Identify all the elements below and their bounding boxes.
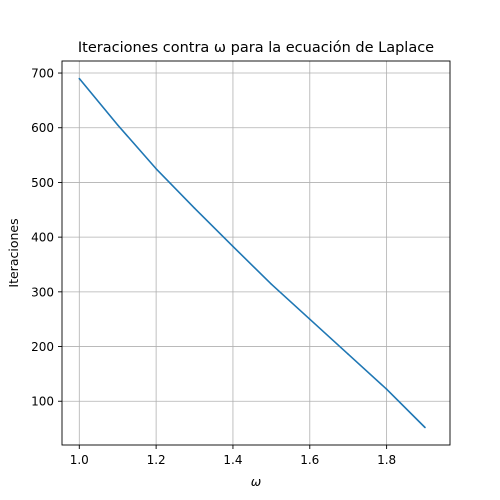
y-axis: 100 200 300 400 500 600 700: [31, 67, 62, 409]
series-line: [79, 79, 425, 428]
data-point: [424, 427, 426, 429]
grid: [62, 61, 450, 445]
y-tick-label: 600: [31, 121, 54, 135]
y-tick-label: 500: [31, 176, 54, 190]
data-point: [347, 353, 349, 355]
x-tick-label: 1.4: [223, 453, 242, 467]
data-point: [386, 388, 388, 390]
x-axis: 1.0 1.2 1.4 1.6 1.8: [70, 445, 396, 467]
x-tick-label: 1.6: [300, 453, 319, 467]
x-tick-label: 1.8: [377, 453, 396, 467]
data-point: [117, 124, 119, 126]
series-layer: [78, 78, 425, 429]
data-point: [232, 246, 234, 248]
data-point: [194, 207, 196, 209]
y-tick-label: 700: [31, 67, 54, 81]
data-point: [309, 318, 311, 320]
y-tick-label: 300: [31, 285, 54, 299]
x-tick-label: 1.0: [70, 453, 89, 467]
x-axis-label: ω: [251, 474, 261, 489]
y-axis-label: Iteraciones: [6, 218, 21, 287]
y-tick-label: 100: [31, 395, 54, 409]
chart-title: Iteraciones contra ω para la ecuación de…: [78, 40, 434, 56]
y-tick-label: 400: [31, 231, 54, 245]
plot-frame: [62, 61, 450, 445]
y-tick-label: 200: [31, 340, 54, 354]
data-point: [155, 168, 157, 170]
data-point: [78, 78, 80, 80]
data-point: [271, 283, 273, 285]
x-tick-label: 1.2: [147, 453, 166, 467]
